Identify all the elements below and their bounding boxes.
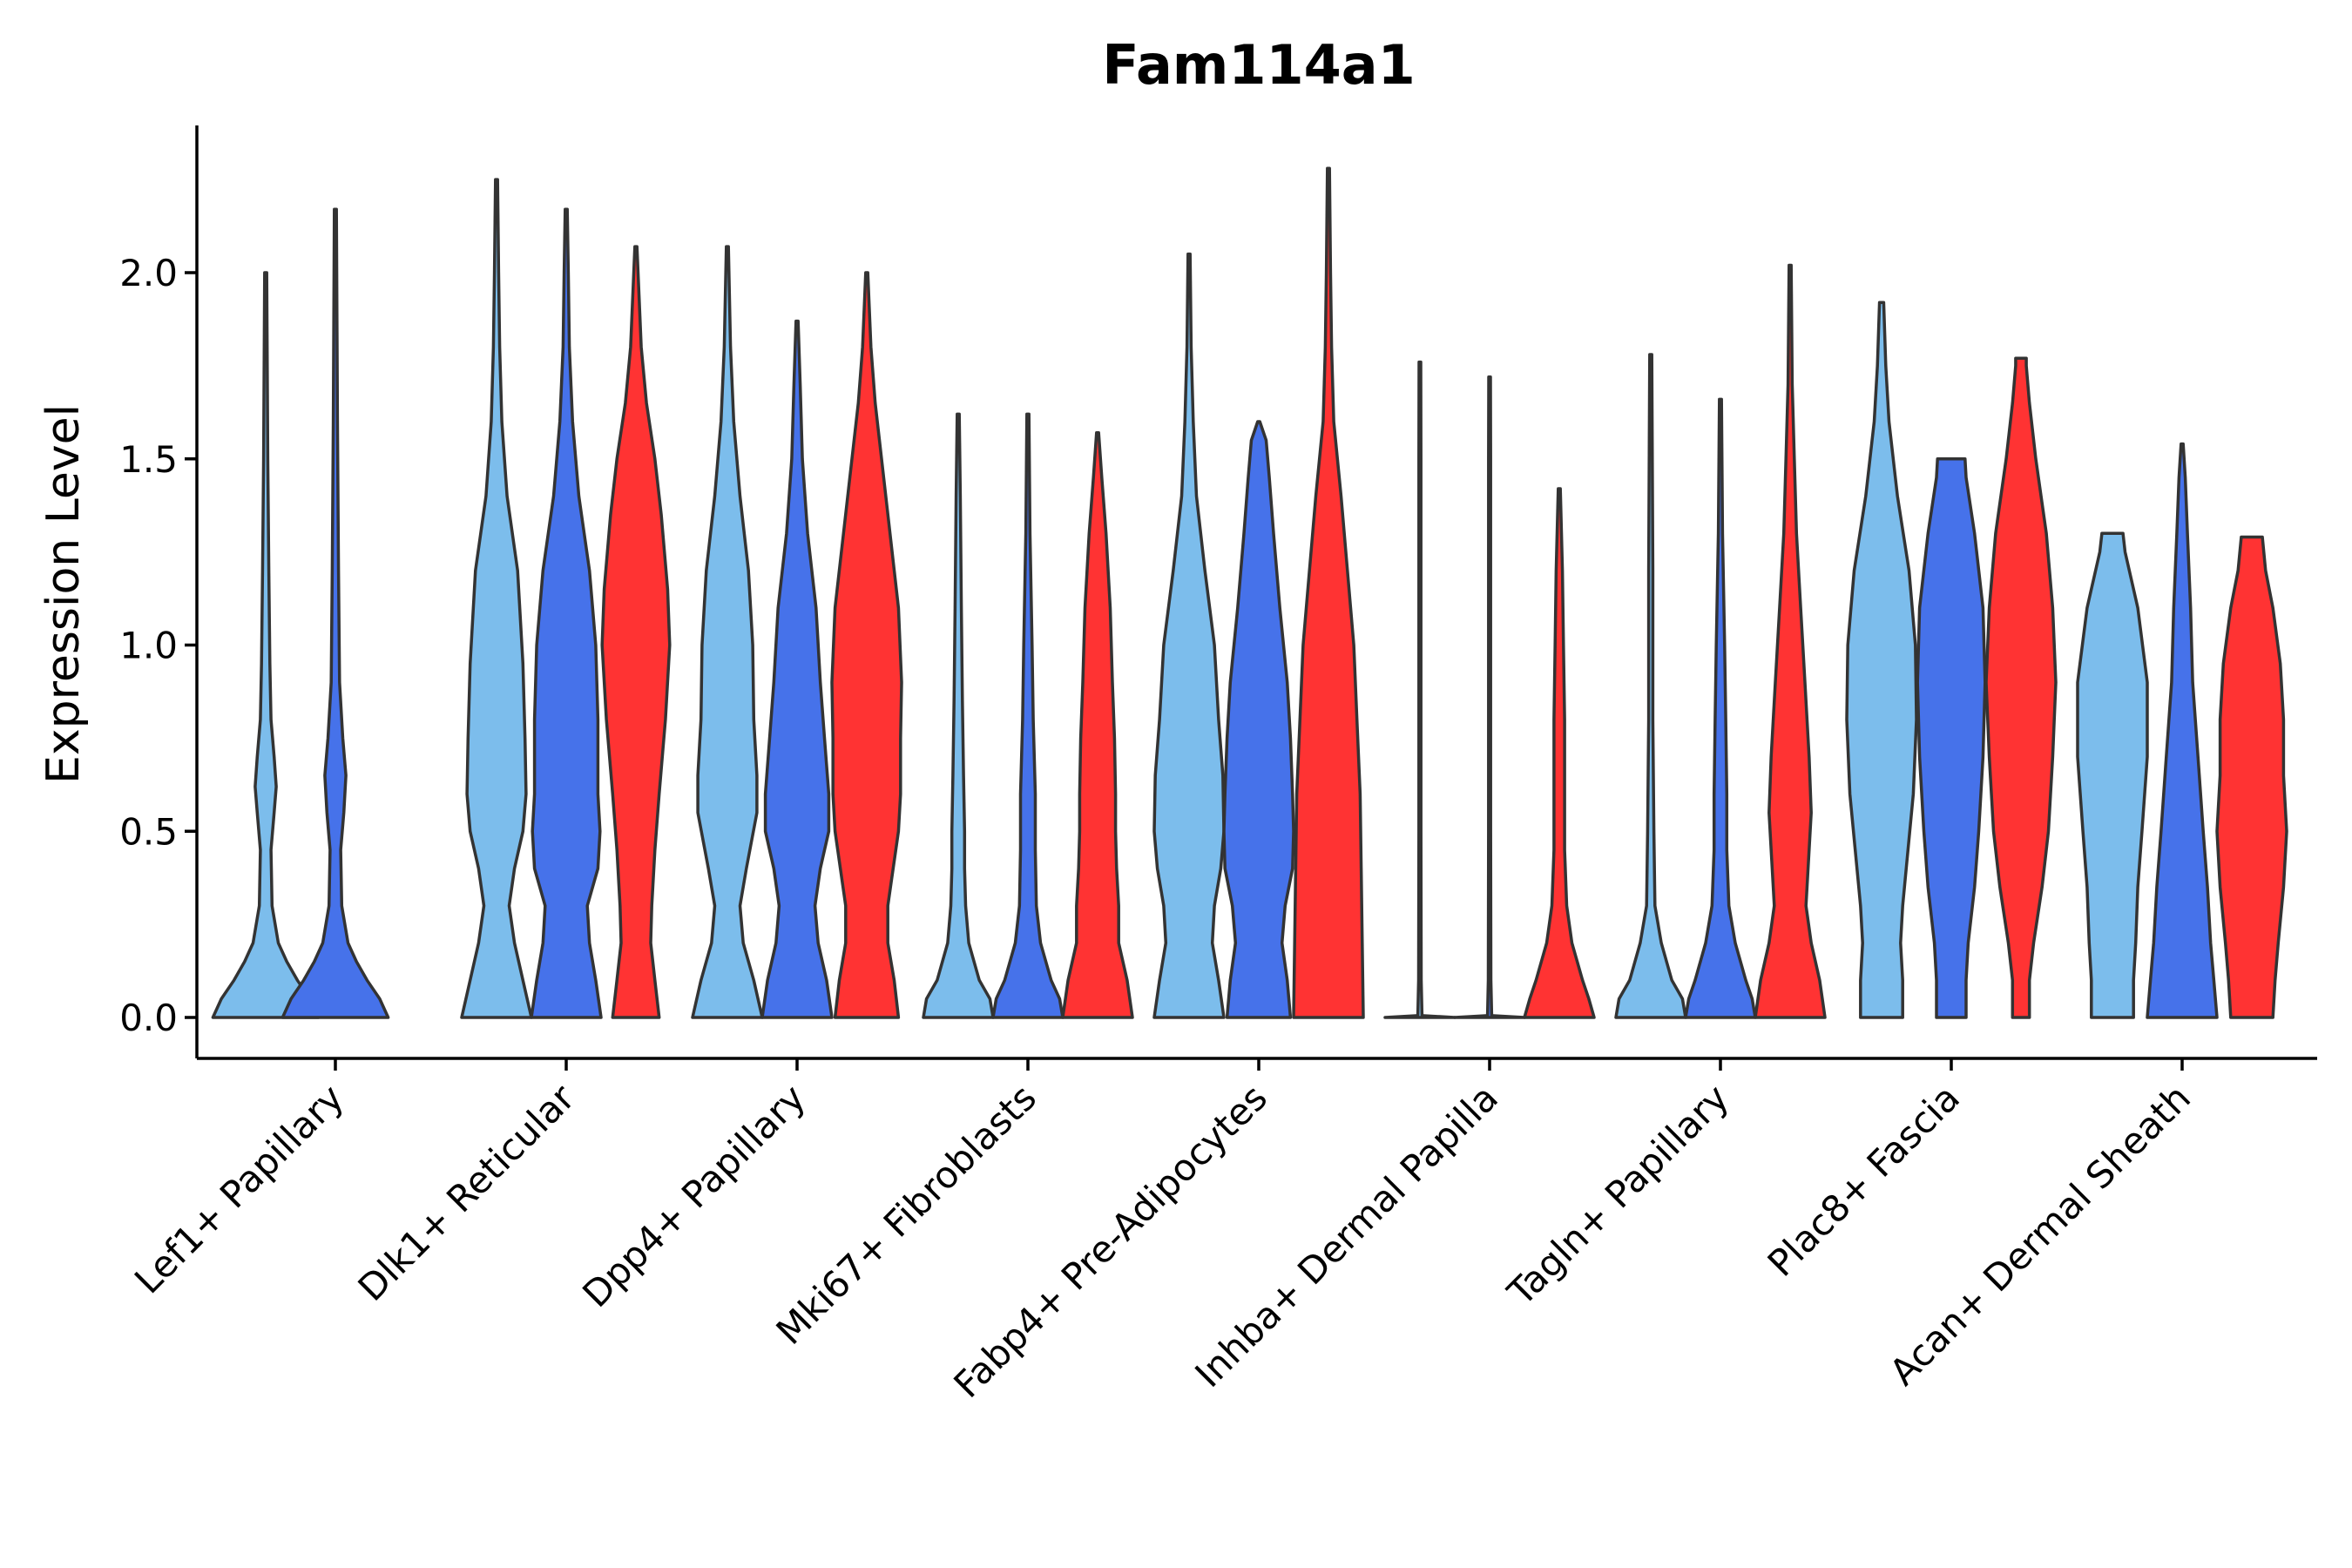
y-tick-label: 1.0 — [119, 625, 178, 667]
violin-4-2 — [991, 412, 1064, 1019]
y-axis-ticks: 0.0 0.5 1.0 1.5 2.0 — [119, 252, 197, 1039]
x-tick-label: Dlk1+ Reticular — [350, 1076, 584, 1309]
violin-5-2 — [1222, 420, 1295, 1019]
violin-4-1 — [922, 412, 995, 1019]
violin-7-3 — [1754, 263, 1827, 1019]
y-axis-label: Expression Level — [37, 404, 90, 784]
violin-5-3 — [1292, 166, 1365, 1019]
violin-6-1 — [1383, 360, 1456, 1019]
violin-3-3 — [830, 271, 903, 1019]
violin-7-1 — [1614, 353, 1687, 1019]
y-tick-label: 1.5 — [119, 438, 178, 481]
violin-7-2 — [1684, 397, 1757, 1019]
y-tick-label: 0.0 — [119, 997, 178, 1039]
violin-5-1 — [1152, 252, 1226, 1019]
violin-3-1 — [691, 245, 764, 1019]
x-tick-label: Dpp4+ Papillary — [574, 1076, 814, 1315]
violin-8-1 — [1845, 301, 1918, 1019]
violin-1-1 — [211, 271, 321, 1019]
y-tick-label: 0.5 — [119, 810, 178, 853]
violin-2-1 — [460, 178, 533, 1019]
x-tick-label: Mki67+ Fibroblasts — [768, 1076, 1044, 1352]
chart-title: Fam114a1 — [1102, 33, 1416, 97]
violin-9-2 — [2146, 442, 2219, 1019]
violin-4-3 — [1061, 431, 1134, 1019]
violin-2-2 — [530, 207, 603, 1019]
violin-8-2 — [1916, 457, 1987, 1019]
y-tick-label: 2.0 — [119, 252, 178, 294]
x-tick-label: Tagln+ Papillary — [1499, 1076, 1737, 1314]
violin-1-2 — [280, 207, 390, 1019]
violin-3-2 — [760, 319, 834, 1019]
violins-layer — [211, 166, 2288, 1019]
violin-9-1 — [2076, 531, 2149, 1019]
violin-6-3 — [1523, 487, 1596, 1019]
violin-9-3 — [2215, 535, 2288, 1019]
violin-2-3 — [600, 245, 672, 1019]
x-tick-label: Lef1+ Papillary — [126, 1076, 352, 1301]
x-tick-label: Plac8+ Fascia — [1760, 1076, 1968, 1284]
violin-8-3 — [1984, 356, 2058, 1019]
violin-6-2 — [1453, 375, 1526, 1019]
